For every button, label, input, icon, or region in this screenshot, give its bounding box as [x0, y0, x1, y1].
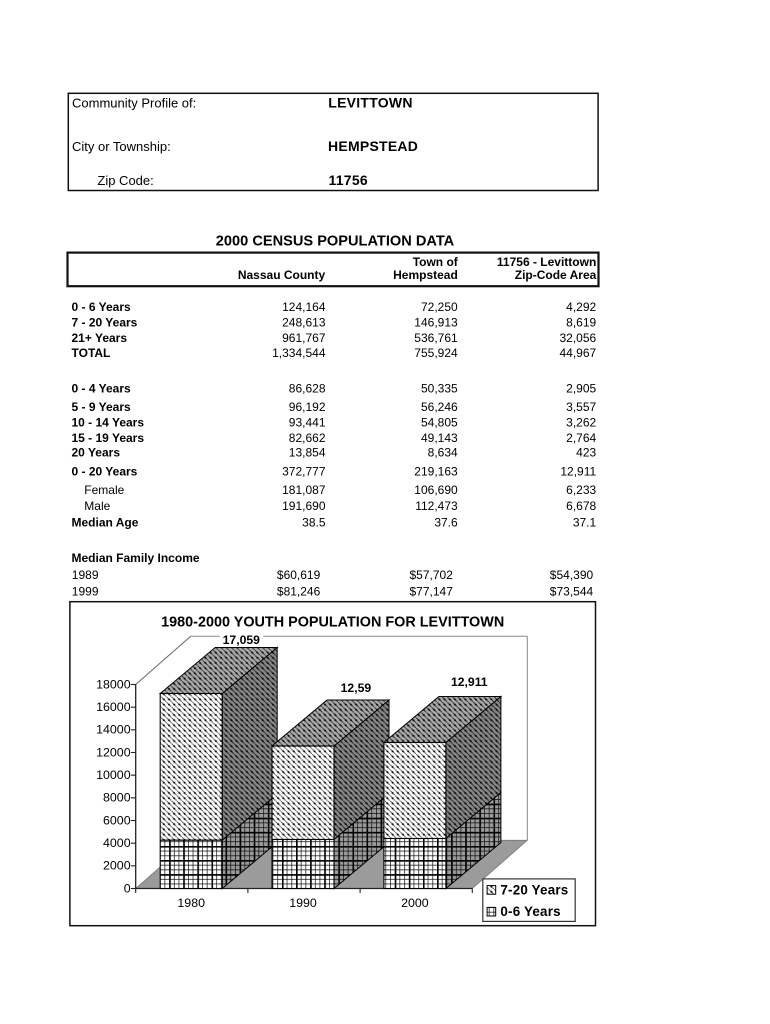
svg-text:13,854: 13,854 [289, 446, 326, 460]
svg-text:18000: 18000 [96, 677, 131, 691]
svg-text:$60,619: $60,619 [277, 568, 321, 582]
svg-text:372,777: 372,777 [282, 465, 326, 479]
svg-text:7 - 20 Years: 7 - 20 Years [72, 315, 138, 329]
svg-text:1989: 1989 [72, 568, 99, 582]
svg-text:6000: 6000 [103, 813, 131, 827]
svg-text:1990: 1990 [289, 896, 317, 910]
svg-text:0-6 Years: 0-6 Years [500, 904, 560, 919]
svg-text:0 - 20 Years: 0 - 20 Years [72, 465, 138, 479]
svg-text:Nassau County: Nassau County [238, 268, 326, 282]
svg-text:4000: 4000 [103, 836, 131, 850]
svg-text:10 - 14 Years: 10 - 14 Years [72, 415, 145, 429]
svg-text:82,662: 82,662 [289, 431, 326, 445]
svg-text:21+ Years: 21+ Years [72, 331, 128, 345]
svg-text:37.6: 37.6 [434, 516, 458, 530]
svg-text:1980-2000 YOUTH POPULATION FOR: 1980-2000 YOUTH POPULATION FOR LEVITTOWN [161, 615, 504, 631]
svg-text:6,678: 6,678 [566, 499, 596, 513]
svg-text:0 - 4 Years: 0 - 4 Years [72, 381, 131, 395]
svg-text:4,292: 4,292 [566, 300, 596, 314]
svg-text:1999: 1999 [72, 584, 99, 598]
svg-text:2,764: 2,764 [566, 431, 596, 445]
svg-text:1,334,544: 1,334,544 [272, 346, 326, 360]
svg-text:$73,544: $73,544 [550, 584, 594, 598]
svg-text:2000 CENSUS POPULATION DATA: 2000 CENSUS POPULATION DATA [216, 233, 455, 249]
svg-text:219,163: 219,163 [414, 465, 458, 479]
svg-text:12,911: 12,911 [451, 675, 488, 689]
svg-text:Zip-Code Area: Zip-Code Area [515, 268, 597, 282]
svg-text:City or Township:: City or Township: [72, 139, 171, 154]
svg-text:93,441: 93,441 [289, 415, 326, 429]
svg-text:181,087: 181,087 [282, 483, 326, 497]
svg-text:$54,390: $54,390 [550, 568, 594, 582]
svg-text:5 - 9 Years: 5 - 9 Years [72, 400, 131, 414]
svg-text:54,805: 54,805 [421, 415, 458, 429]
svg-text:536,761: 536,761 [414, 331, 458, 345]
svg-text:3,557: 3,557 [566, 400, 596, 414]
svg-text:44,967: 44,967 [559, 346, 596, 360]
svg-text:8,619: 8,619 [566, 315, 596, 329]
svg-text:8000: 8000 [103, 791, 131, 805]
svg-text:12,59: 12,59 [341, 681, 372, 695]
svg-text:0 - 6 Years: 0 - 6 Years [72, 300, 131, 314]
svg-text:755,924: 755,924 [414, 346, 458, 360]
svg-text:12,911: 12,911 [560, 465, 596, 479]
svg-text:LEVITTOWN: LEVITTOWN [328, 95, 412, 111]
svg-text:Community Profile of:: Community Profile of: [72, 96, 196, 111]
svg-text:15 - 19 Years: 15 - 19 Years [72, 431, 145, 445]
svg-text:72,250: 72,250 [421, 300, 458, 314]
svg-text:14000: 14000 [96, 723, 131, 737]
svg-text:7-20 Years: 7-20 Years [500, 882, 568, 897]
svg-text:49,143: 49,143 [421, 431, 458, 445]
svg-text:11756 - Levittown: 11756 - Levittown [497, 255, 596, 269]
svg-text:191,690: 191,690 [282, 499, 326, 513]
svg-text:16000: 16000 [96, 700, 131, 714]
svg-text:Median Family Income: Median Family Income [72, 551, 200, 565]
svg-text:11756: 11756 [329, 172, 368, 188]
svg-text:2000: 2000 [103, 859, 131, 873]
svg-text:56,246: 56,246 [421, 400, 458, 414]
svg-text:Median Age: Median Age [72, 516, 139, 530]
svg-text:12000: 12000 [96, 745, 131, 759]
svg-text:32,056: 32,056 [559, 331, 596, 345]
svg-text:0: 0 [124, 881, 131, 895]
svg-text:86,628: 86,628 [289, 381, 326, 395]
svg-text:3,262: 3,262 [566, 415, 596, 429]
svg-text:2000: 2000 [401, 896, 429, 910]
svg-text:Hempstead: Hempstead [393, 268, 458, 282]
svg-text:Female: Female [84, 483, 124, 497]
svg-text:17,059: 17,059 [223, 633, 260, 647]
svg-text:6,233: 6,233 [566, 483, 596, 497]
svg-text:$57,702: $57,702 [410, 568, 454, 582]
svg-text:TOTAL: TOTAL [72, 346, 111, 360]
svg-text:Town of: Town of [413, 255, 459, 269]
svg-text:96,192: 96,192 [289, 400, 326, 414]
svg-text:2,905: 2,905 [566, 381, 596, 395]
svg-text:Male: Male [84, 499, 110, 513]
svg-text:961,767: 961,767 [282, 331, 326, 345]
svg-text:8,634: 8,634 [428, 446, 458, 460]
svg-text:112,473: 112,473 [415, 499, 458, 513]
svg-text:50,335: 50,335 [421, 381, 458, 395]
svg-text:10000: 10000 [96, 768, 131, 782]
svg-text:20 Years: 20 Years [72, 446, 121, 460]
svg-text:248,613: 248,613 [282, 315, 326, 329]
svg-text:106,690: 106,690 [414, 483, 458, 497]
svg-text:37.1: 37.1 [573, 516, 597, 530]
svg-text:1980: 1980 [177, 896, 205, 910]
svg-text:146,913: 146,913 [414, 315, 458, 329]
svg-text:HEMPSTEAD: HEMPSTEAD [328, 138, 418, 154]
svg-text:124,164: 124,164 [282, 300, 326, 314]
svg-text:423: 423 [576, 446, 596, 460]
svg-text:$81,246: $81,246 [277, 584, 321, 598]
svg-text:$77,147: $77,147 [410, 584, 454, 598]
svg-text:38.5: 38.5 [302, 516, 326, 530]
svg-text:Zip Code:: Zip Code: [97, 173, 153, 188]
